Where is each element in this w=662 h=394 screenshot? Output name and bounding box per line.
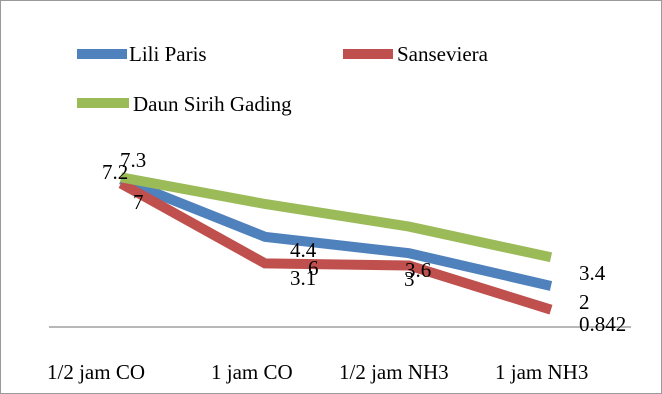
data-label-daun-sirih-gading-0: 7.3 [120,148,146,172]
legend-swatch-sanseviera [343,49,393,59]
x-tick-label-0: 1/2 jam CO [47,360,145,384]
legend-label-sanseviera: Sanseviera [397,42,489,66]
x-tick-label-3: 1 jam NH3 [495,360,588,384]
legend-swatch-daun-sirih-gading [77,98,129,108]
data-label-sanseviera-3: 0.842 [579,312,626,336]
data-label-lili-paris-3: 2 [579,290,590,314]
legend: Lili Paris Sanseviera Daun Sirih Gading [77,42,489,116]
data-label-daun-sirih-gading-3: 3.4 [579,261,606,285]
series-line-sanseviera [118,179,553,315]
data-label-lili-paris-2: 3.6 [405,258,431,282]
series-line-lili-paris [119,174,553,291]
data-label-lili-paris-1: 4.4 [290,238,317,262]
data-labels-layer: 7.2 4.4 3.6 2 7 3.1 3 0.842 7.3 6 3.4 [102,148,626,336]
x-tick-label-2: 1/2 jam NH3 [339,360,449,384]
data-label-sanseviera-0: 7 [133,190,144,214]
legend-swatch-lili-paris [77,49,127,59]
legend-label-daun-sirih-gading: Daun Sirih Gading [133,92,292,116]
data-label-sanseviera-2: 3 [404,267,415,291]
x-tick-labels-layer: 1/2 jam CO 1 jam CO 1/2 jam NH3 1 jam NH3 [47,360,588,384]
x-tick-label-1: 1 jam CO [211,360,293,384]
series-layer [118,172,553,315]
legend-label-lili-paris: Lili Paris [129,42,207,66]
series-line-daun-sirih-gading [120,172,553,263]
data-label-daun-sirih-gading-1: 6 [308,256,319,280]
data-label-lili-paris-0: 7.2 [102,160,128,184]
data-label-sanseviera-1: 3.1 [290,266,316,290]
